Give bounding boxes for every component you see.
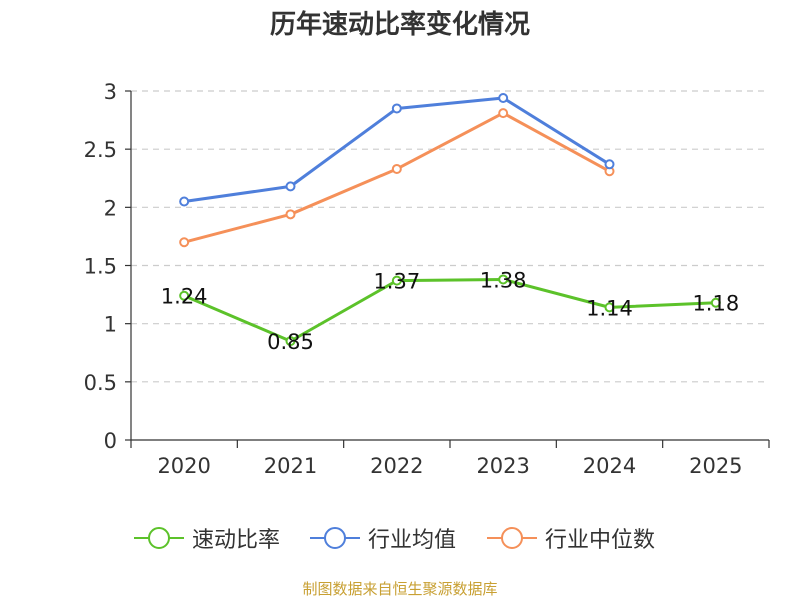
legend-marker-quick-ratio — [134, 526, 184, 550]
series-point-1 — [604, 159, 615, 170]
data-label: 0.85 — [267, 330, 314, 354]
legend-label: 行业均值 — [368, 528, 457, 553]
x-tick-label: 2025 — [689, 454, 742, 478]
legend-item-industry-median[interactable]: 行业中位数 — [487, 518, 655, 558]
y-tick-label: 1.5 — [84, 255, 117, 279]
series — [179, 92, 721, 347]
series-point-0 — [179, 290, 190, 301]
series-point-0 — [391, 275, 402, 286]
series-point-1 — [179, 196, 190, 207]
data-label: 1.24 — [161, 285, 208, 309]
series-point-2 — [285, 209, 296, 220]
x-tick-label: 2022 — [370, 454, 423, 478]
y-tick-label: 0 — [104, 429, 117, 453]
legend-label: 速动比率 — [192, 528, 281, 553]
x-tick-label: 2021 — [264, 454, 317, 478]
data-label: 1.38 — [480, 268, 527, 292]
series-point-2 — [391, 163, 402, 174]
series-point-0 — [710, 297, 721, 308]
series-point-2 — [498, 108, 509, 119]
data-label: 1.37 — [373, 270, 420, 294]
series-point-2 — [179, 237, 190, 248]
data-label: 1.18 — [692, 292, 739, 316]
data-label: 1.14 — [586, 296, 633, 320]
grid — [131, 90, 769, 383]
series-line-0 — [183, 277, 716, 343]
data-labels: 1.24 0.85 1.37 1.38 1.14 1.18 — [161, 268, 739, 354]
axes: 0 0.5 1 1.5 2 2.5 3 2020 2021 2022 2023 2024 2025 — [84, 80, 770, 478]
y-tick-label: 2.5 — [84, 138, 117, 162]
chart-title: 历年速动比率变化情况 — [269, 10, 530, 40]
x-tick-label: 2024 — [583, 454, 636, 478]
y-tick-label: 0.5 — [84, 371, 117, 395]
legend-label: 行业中位数 — [545, 528, 656, 553]
x-tick-label: 2020 — [157, 454, 210, 478]
series-point-1 — [285, 181, 296, 192]
legend-item-industry-mean[interactable]: 行业均值 — [310, 518, 456, 558]
source-note: 制图数据来自恒生聚源数据库 — [302, 580, 498, 598]
legend: 速动比率 行业均值 行业中位数 — [0, 518, 800, 558]
series-point-1 — [391, 103, 402, 114]
legend-marker-industry-median — [487, 526, 537, 550]
x-tick-label: 2023 — [476, 454, 529, 478]
y-tick-label: 3 — [104, 80, 117, 104]
y-tick-label: 2 — [104, 196, 117, 220]
series-point-0 — [285, 336, 296, 347]
series-point-0 — [604, 302, 615, 313]
legend-item-quick-ratio[interactable]: 速动比率 — [134, 518, 280, 558]
series-point-0 — [498, 274, 509, 285]
legend-marker-industry-mean — [310, 526, 360, 550]
y-tick-label: 1 — [104, 313, 117, 337]
series-line-2 — [183, 111, 611, 244]
series-point-1 — [498, 92, 509, 103]
